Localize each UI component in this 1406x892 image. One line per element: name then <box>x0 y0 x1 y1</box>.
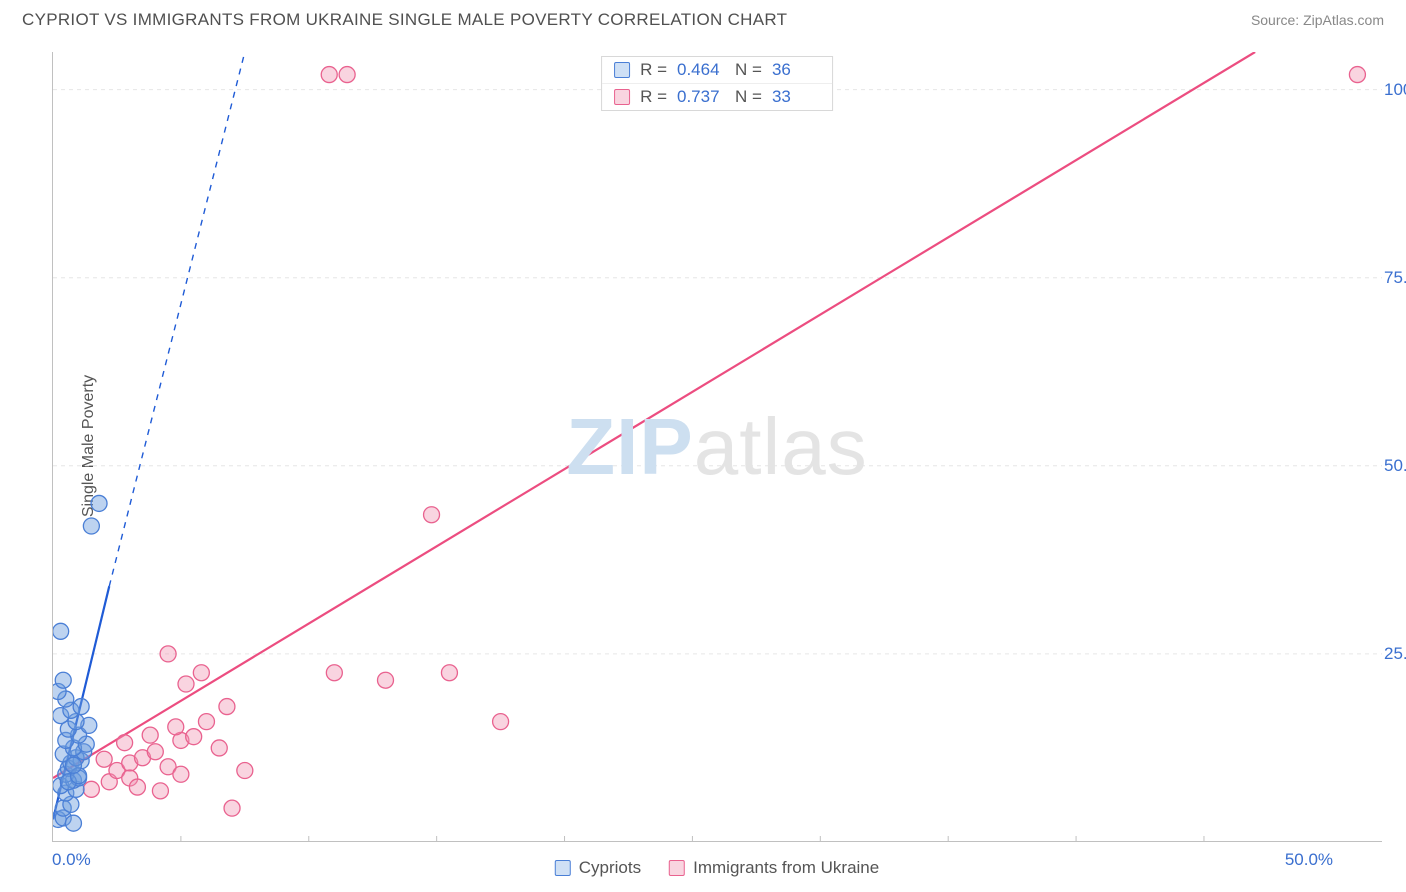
legend-label-ukraine: Immigrants from Ukraine <box>693 858 879 878</box>
plot-area: ZIPatlas R = 0.464 N = 36 R = 0.737 N = … <box>52 52 1382 842</box>
r-value-cypriots: 0.464 <box>677 60 725 80</box>
swatch-blue-icon <box>614 62 630 78</box>
legend-swatch-pink-icon <box>669 860 685 876</box>
source-name: ZipAtlas.com <box>1303 12 1384 28</box>
scatter-plot-svg <box>52 52 1382 842</box>
source-credit: Source: ZipAtlas.com <box>1251 12 1384 28</box>
y-tick-label: 75.0% <box>1376 268 1406 288</box>
n-value-cypriots: 36 <box>772 60 820 80</box>
r-value-ukraine: 0.737 <box>677 87 725 107</box>
legend: Cypriots Immigrants from Ukraine <box>555 858 879 878</box>
stats-box: R = 0.464 N = 36 R = 0.737 N = 33 <box>601 56 833 111</box>
legend-item-ukraine: Immigrants from Ukraine <box>669 858 879 878</box>
chart-title: CYPRIOT VS IMMIGRANTS FROM UKRAINE SINGL… <box>22 10 787 30</box>
n-label: N = <box>735 87 762 107</box>
stats-row-cypriots: R = 0.464 N = 36 <box>602 57 832 83</box>
legend-label-cypriots: Cypriots <box>579 858 641 878</box>
n-label: N = <box>735 60 762 80</box>
y-tick-label: 50.0% <box>1376 456 1406 476</box>
x-tick-label: 0.0% <box>52 850 91 870</box>
legend-item-cypriots: Cypriots <box>555 858 641 878</box>
n-value-ukraine: 33 <box>772 87 820 107</box>
legend-swatch-blue-icon <box>555 860 571 876</box>
y-tick-label: 100.0% <box>1376 80 1406 100</box>
r-label: R = <box>640 87 667 107</box>
source-label: Source: <box>1251 12 1303 28</box>
y-tick-label: 25.0% <box>1376 644 1406 664</box>
header: CYPRIOT VS IMMIGRANTS FROM UKRAINE SINGL… <box>0 0 1406 36</box>
stats-row-ukraine: R = 0.737 N = 33 <box>602 83 832 110</box>
x-tick-label: 50.0% <box>1285 850 1333 870</box>
r-label: R = <box>640 60 667 80</box>
swatch-pink-icon <box>614 89 630 105</box>
chart-container: CYPRIOT VS IMMIGRANTS FROM UKRAINE SINGL… <box>0 0 1406 892</box>
